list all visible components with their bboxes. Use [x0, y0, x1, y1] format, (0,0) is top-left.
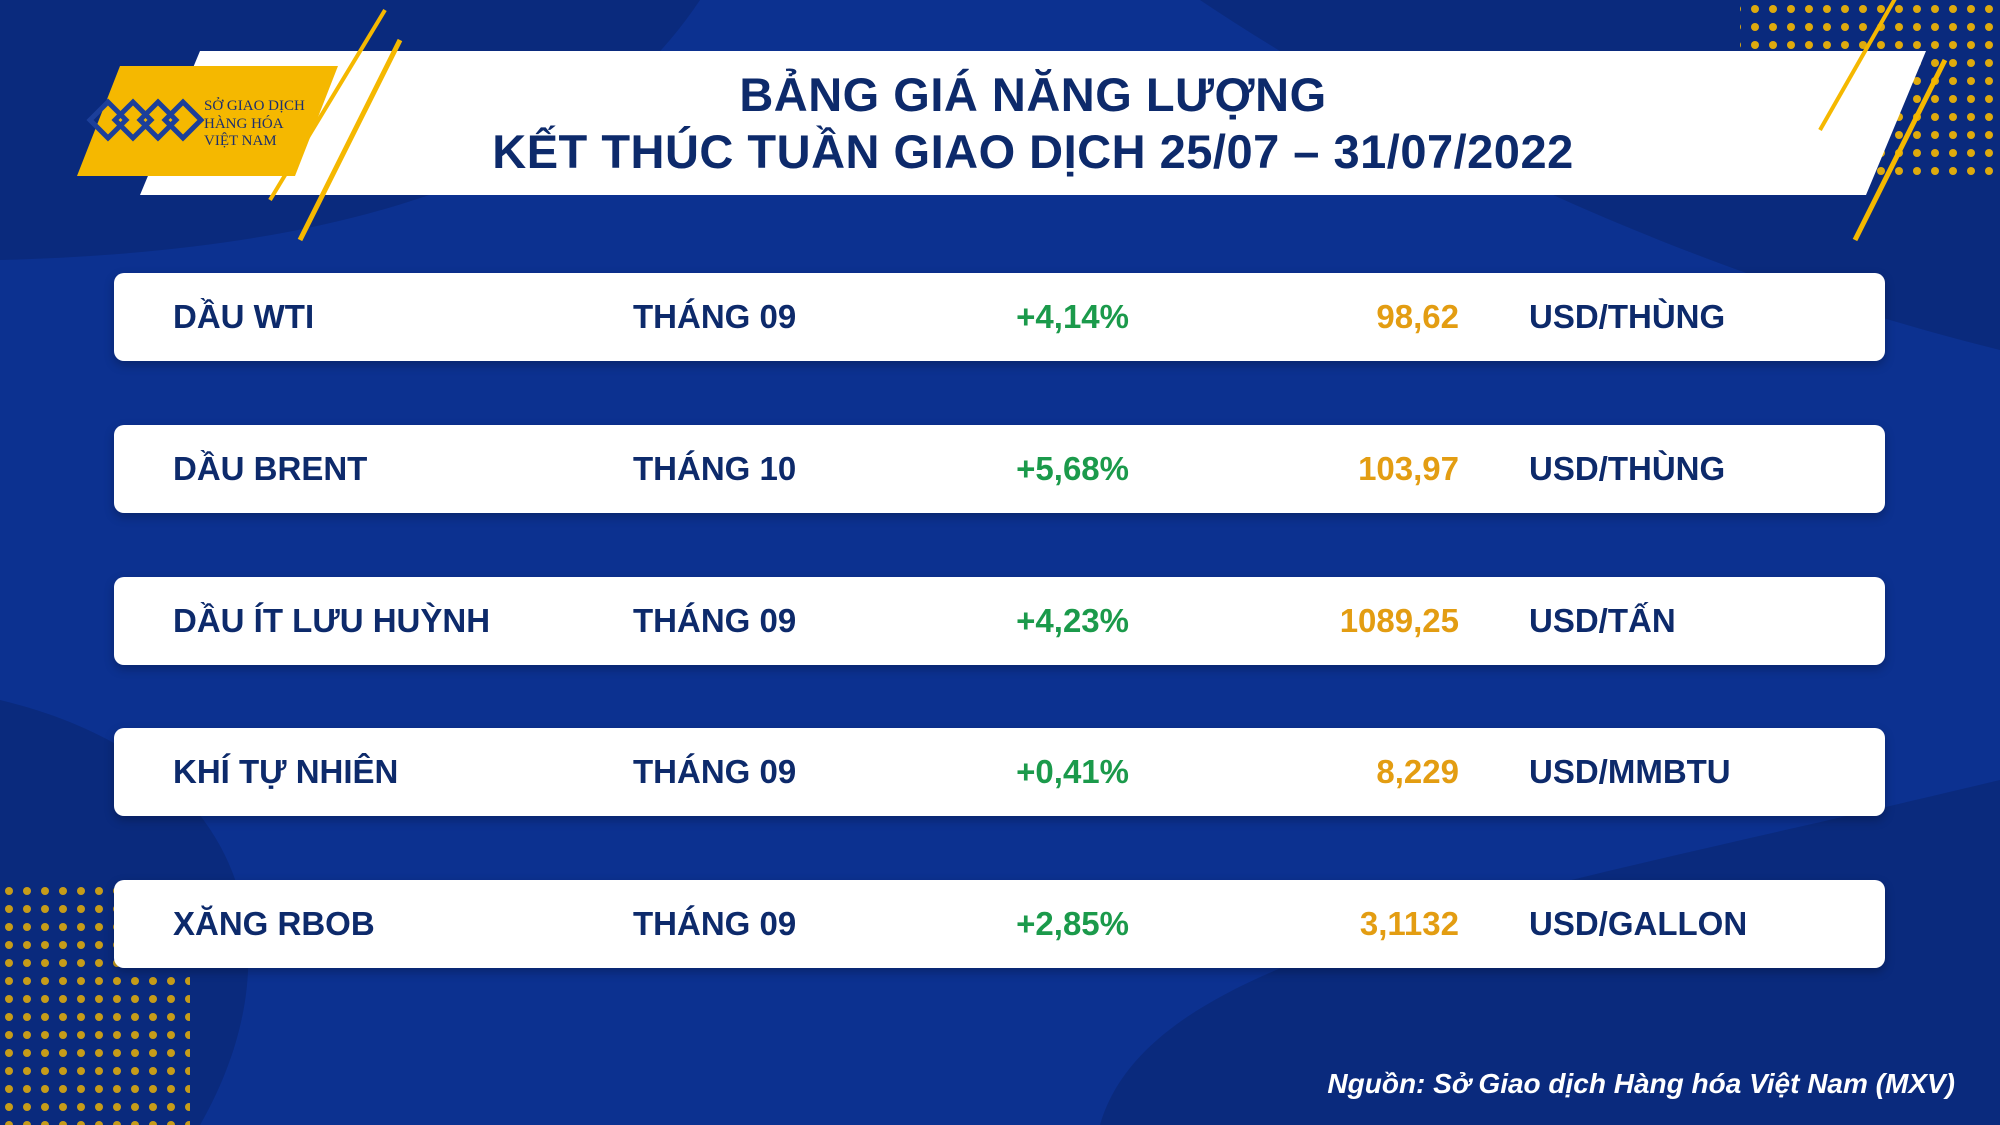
table-row: XĂNG RBOB THÁNG 09 +2,85% 3,1132 USD/GALLON [114, 880, 1885, 969]
change: +2,85% [1016, 905, 1129, 943]
price: 103,97 [1358, 449, 1459, 487]
unit: USD/THÙNG [1529, 449, 1726, 487]
unit: USD/GALLON [1529, 905, 1748, 943]
logo-text: SỞ GIAO DỊCH [204, 98, 305, 114]
contract-month: THÁNG 10 [633, 449, 797, 487]
contract-month: THÁNG 09 [633, 905, 797, 943]
unit: USD/THÙNG [1529, 298, 1726, 335]
price: 8,229 [1376, 753, 1459, 791]
commodity: DẦU ÍT LƯU HUỲNH [173, 601, 491, 639]
price: 3,1132 [1359, 905, 1459, 943]
contract-month: THÁNG 09 [633, 753, 797, 791]
price: 1089,25 [1339, 601, 1459, 639]
contract-month: THÁNG 09 [633, 601, 797, 639]
change: +4,23% [1016, 601, 1129, 639]
unit: USD/TẤN [1529, 601, 1676, 639]
change: +4,14% [1016, 298, 1129, 335]
table-row: KHÍ TỰ NHIÊN THÁNG 09 +0,41% 8,229 USD/MMBTU [114, 728, 1885, 817]
contract-month: THÁNG 09 [633, 298, 797, 335]
logo-text: HÀNG HÓA [204, 116, 284, 132]
table-row: DẦU WTI THÁNG 09 +4,14% 98,62 USD/THÙNG [114, 273, 1885, 361]
commodity: KHÍ TỰ NHIÊN [173, 753, 399, 791]
source-note: Nguồn: Sở Giao dịch Hàng hóa Việt Nam (M… [1327, 1068, 1955, 1099]
logo-text: VIỆT NAM [204, 133, 277, 149]
table-row: DẦU BRENT THÁNG 10 +5,68% 103,97 USD/THÙNG [114, 424, 1885, 513]
unit: USD/MMBTU [1529, 753, 1731, 791]
commodity: DẦU BRENT [173, 449, 368, 487]
commodity: XĂNG RBOB [173, 905, 375, 943]
change: +5,68% [1016, 449, 1129, 487]
table-row: DẦU ÍT LƯU HUỲNH THÁNG 09 +4,23% 1089,25 USD… [114, 576, 1885, 665]
change: +0,41% [1016, 753, 1129, 791]
title-line: KẾT THÚC TUẦN GIAO DỊCH 25/07 – 31/07/20… [492, 125, 1574, 178]
title-line: BẢNG GIÁ NĂNG LƯỢNG [739, 68, 1327, 121]
price: 98,62 [1376, 298, 1459, 335]
commodity: DẦU WTI [173, 298, 315, 335]
